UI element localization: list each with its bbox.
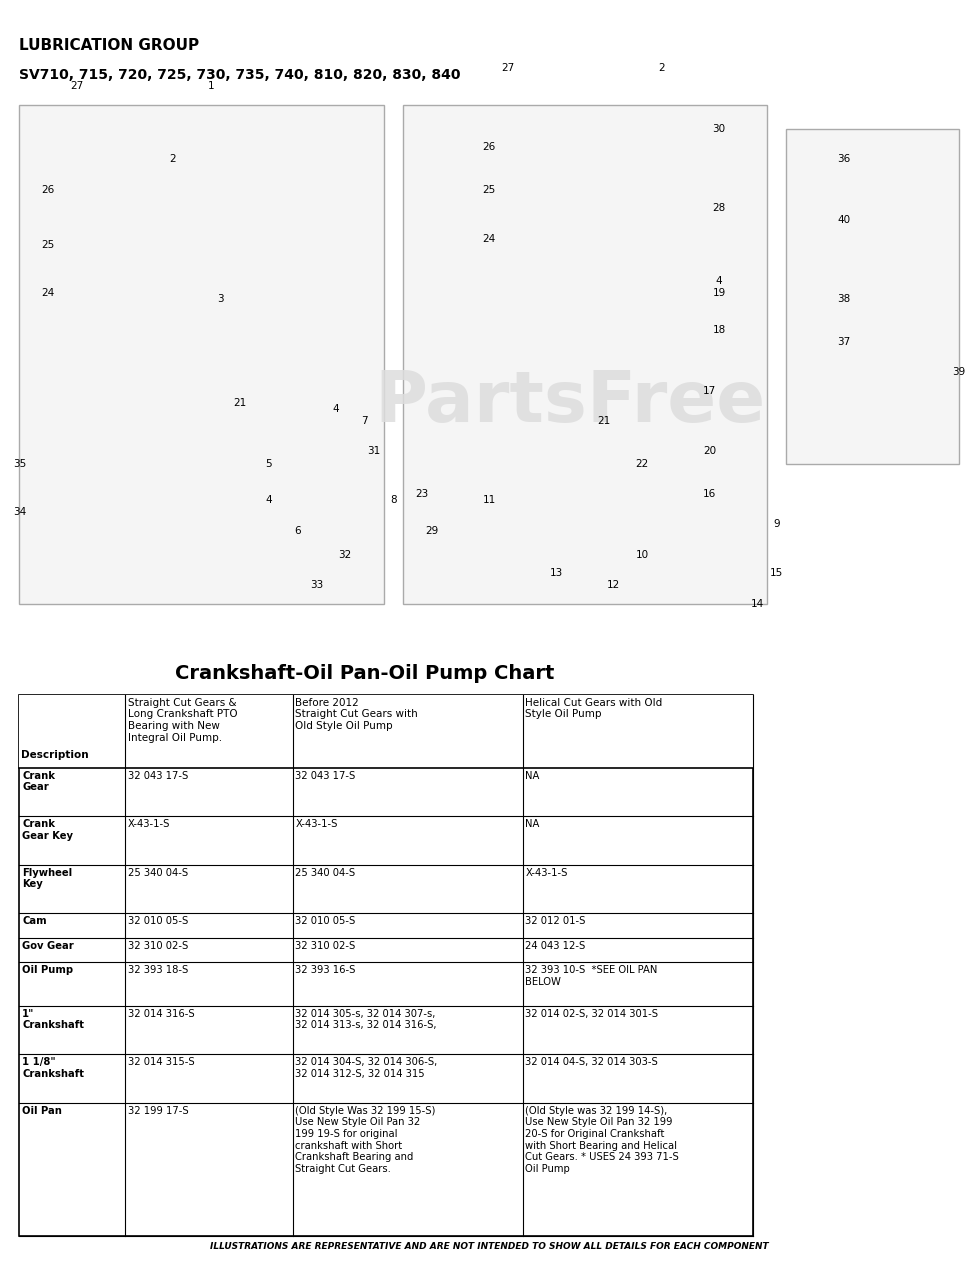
Text: 35: 35: [13, 458, 26, 468]
Text: 31: 31: [367, 447, 380, 457]
Text: 32: 32: [338, 550, 352, 559]
Text: Oil Pan: Oil Pan: [22, 1106, 63, 1116]
Text: ILLUSTRATIONS ARE REPRESENTATIVE AND ARE NOT INTENDED TO SHOW ALL DETAILS FOR EA: ILLUSTRATIONS ARE REPRESENTATIVE AND ARE…: [209, 1243, 768, 1252]
Text: 32 014 02-S, 32 014 301-S: 32 014 02-S, 32 014 301-S: [525, 1009, 658, 1019]
Text: 28: 28: [711, 204, 725, 212]
Text: X-43-1-S: X-43-1-S: [128, 819, 170, 829]
Text: 12: 12: [607, 580, 619, 590]
Text: 32 014 316-S: 32 014 316-S: [128, 1009, 194, 1019]
Text: X-43-1-S: X-43-1-S: [525, 868, 568, 878]
Text: 32 393 18-S: 32 393 18-S: [128, 965, 188, 975]
Text: 21: 21: [233, 398, 246, 408]
Text: Crank
Gear: Crank Gear: [22, 771, 55, 792]
Text: 32 043 17-S: 32 043 17-S: [295, 771, 356, 781]
Text: 36: 36: [836, 155, 849, 164]
Text: 1 1/8"
Crankshaft: 1 1/8" Crankshaft: [22, 1057, 84, 1079]
Text: 32 014 315-S: 32 014 315-S: [128, 1057, 194, 1068]
Text: 7: 7: [361, 416, 367, 426]
Text: 10: 10: [635, 550, 649, 559]
Text: 19: 19: [711, 288, 725, 298]
Text: 8: 8: [390, 495, 396, 506]
Text: 4: 4: [715, 276, 722, 287]
Text: 32 010 05-S: 32 010 05-S: [295, 916, 356, 927]
Text: 1: 1: [207, 82, 214, 91]
Text: 11: 11: [482, 495, 495, 506]
Text: 23: 23: [415, 489, 428, 499]
Text: 25 340 04-S: 25 340 04-S: [128, 868, 188, 878]
Text: 32 199 17-S: 32 199 17-S: [128, 1106, 189, 1116]
Text: NA: NA: [525, 819, 539, 829]
FancyBboxPatch shape: [20, 695, 752, 768]
Text: Flywheel
Key: Flywheel Key: [22, 868, 72, 890]
Text: 5: 5: [265, 458, 272, 468]
Text: 32 014 304-S, 32 014 306-S,
32 014 312-S, 32 014 315: 32 014 304-S, 32 014 306-S, 32 014 312-S…: [295, 1057, 437, 1079]
Text: 9: 9: [773, 520, 779, 530]
Text: 26: 26: [41, 184, 55, 195]
Text: Straight Cut Gears &
Long Crankshaft PTO
Bearing with New
Integral Oil Pump.: Straight Cut Gears & Long Crankshaft PTO…: [128, 698, 237, 742]
Text: 39: 39: [951, 367, 964, 378]
Text: 14: 14: [750, 599, 763, 608]
Text: 24: 24: [482, 233, 495, 243]
Text: 38: 38: [836, 294, 849, 305]
Text: 27: 27: [501, 63, 514, 73]
Text: 32 014 04-S, 32 014 303-S: 32 014 04-S, 32 014 303-S: [525, 1057, 658, 1068]
Text: 32 393 10-S  *SEE OIL PAN
BELOW: 32 393 10-S *SEE OIL PAN BELOW: [525, 965, 658, 987]
Text: 30: 30: [711, 124, 725, 134]
Text: Gov Gear: Gov Gear: [22, 941, 74, 951]
Text: 37: 37: [836, 337, 849, 347]
Text: NA: NA: [525, 771, 539, 781]
Text: (Old Style was 32 199 14-S),
Use New Style Oil Pan 32 199
20-S for Original Cran: (Old Style was 32 199 14-S), Use New Sty…: [525, 1106, 678, 1174]
Text: 32 012 01-S: 32 012 01-S: [525, 916, 585, 927]
Text: LUBRICATION GROUP: LUBRICATION GROUP: [20, 38, 199, 52]
Text: Before 2012
Straight Cut Gears with
Old Style Oil Pump: Before 2012 Straight Cut Gears with Old …: [295, 698, 418, 731]
FancyBboxPatch shape: [20, 105, 383, 603]
Text: Cam: Cam: [22, 916, 47, 927]
FancyBboxPatch shape: [403, 105, 766, 603]
Text: 33: 33: [310, 580, 322, 590]
FancyBboxPatch shape: [786, 129, 957, 463]
Text: 32 310 02-S: 32 310 02-S: [295, 941, 356, 951]
Text: 4: 4: [332, 403, 339, 413]
Text: 18: 18: [711, 325, 725, 335]
Text: Helical Cut Gears with Old
Style Oil Pump: Helical Cut Gears with Old Style Oil Pum…: [525, 698, 662, 719]
Text: SV710, 715, 720, 725, 730, 735, 740, 810, 820, 830, 840: SV710, 715, 720, 725, 730, 735, 740, 810…: [20, 68, 460, 82]
Text: 25: 25: [41, 239, 55, 250]
Text: 1"
Crankshaft: 1" Crankshaft: [22, 1009, 84, 1030]
Text: 40: 40: [836, 215, 849, 225]
Text: Description: Description: [21, 750, 89, 760]
Text: 15: 15: [769, 568, 783, 579]
Text: PartsFree: PartsFree: [373, 369, 764, 438]
Text: 2: 2: [169, 155, 176, 164]
Text: 21: 21: [597, 416, 610, 426]
Text: 24: 24: [41, 288, 55, 298]
Text: X-43-1-S: X-43-1-S: [295, 819, 337, 829]
Text: 32 393 16-S: 32 393 16-S: [295, 965, 356, 975]
Text: 2: 2: [658, 63, 664, 73]
Text: 34: 34: [13, 507, 26, 517]
Text: 26: 26: [482, 142, 495, 152]
Text: 3: 3: [217, 294, 224, 305]
Text: 25 340 04-S: 25 340 04-S: [295, 868, 356, 878]
Text: 24 043 12-S: 24 043 12-S: [525, 941, 585, 951]
Text: 4: 4: [265, 495, 272, 506]
Text: 25: 25: [482, 184, 495, 195]
Text: 27: 27: [70, 82, 83, 91]
Text: Crank
Gear Key: Crank Gear Key: [22, 819, 73, 841]
Text: 32 310 02-S: 32 310 02-S: [128, 941, 188, 951]
Text: Crankshaft-Oil Pan-Oil Pump Chart: Crankshaft-Oil Pan-Oil Pump Chart: [175, 664, 554, 684]
Text: 13: 13: [549, 568, 562, 579]
Text: (Old Style Was 32 199 15-S)
Use New Style Oil Pan 32
199 19-S for original
crank: (Old Style Was 32 199 15-S) Use New Styl…: [295, 1106, 436, 1174]
Text: 16: 16: [702, 489, 715, 499]
Text: Oil Pump: Oil Pump: [22, 965, 73, 975]
Text: 22: 22: [635, 458, 649, 468]
Text: 32 043 17-S: 32 043 17-S: [128, 771, 188, 781]
Text: 20: 20: [702, 447, 715, 457]
Text: 29: 29: [424, 526, 438, 535]
Text: 6: 6: [294, 526, 300, 535]
Text: 17: 17: [702, 385, 715, 396]
FancyBboxPatch shape: [20, 695, 752, 1236]
Text: 32 014 305-s, 32 014 307-s,
32 014 313-s, 32 014 316-S,: 32 014 305-s, 32 014 307-s, 32 014 313-s…: [295, 1009, 437, 1030]
Text: 32 010 05-S: 32 010 05-S: [128, 916, 188, 927]
